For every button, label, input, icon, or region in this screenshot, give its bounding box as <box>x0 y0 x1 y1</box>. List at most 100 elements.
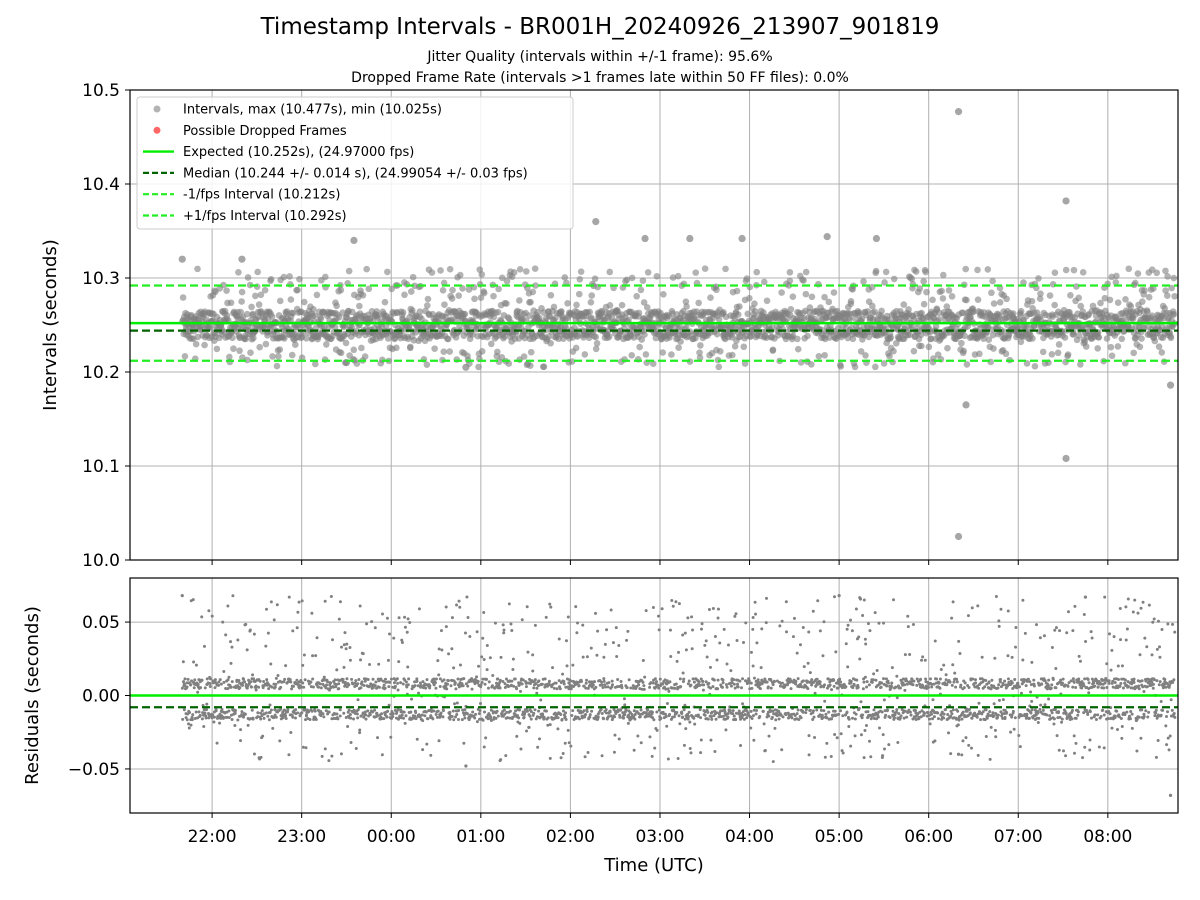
residual-point <box>389 735 393 739</box>
interval-outlier-14 <box>1166 381 1175 389</box>
interval-point <box>401 291 408 299</box>
residual-point <box>926 711 930 715</box>
residual-point <box>511 667 515 671</box>
residual-point <box>342 643 346 647</box>
residual-point <box>864 724 868 728</box>
residual-point <box>743 713 747 717</box>
residual-point <box>641 658 645 662</box>
residual-point <box>406 683 410 687</box>
residual-point <box>457 709 461 713</box>
residual-point <box>336 717 340 721</box>
residual-point <box>413 714 417 718</box>
residual-point <box>465 712 469 716</box>
interval-point <box>335 313 343 321</box>
interval-outlier-13 <box>1062 454 1070 463</box>
residual-point <box>579 679 583 683</box>
interval-point <box>976 350 983 358</box>
interval-point <box>890 347 897 355</box>
residual-point <box>712 678 716 682</box>
residual-point <box>897 712 901 716</box>
residual-point <box>626 721 630 725</box>
residual-point <box>229 685 233 689</box>
residual-point <box>538 737 542 741</box>
interval-point <box>1048 350 1056 358</box>
residual-point <box>794 682 798 686</box>
residual-point <box>739 743 743 747</box>
residual-point <box>259 717 263 721</box>
residual-point <box>272 618 276 622</box>
residual-point <box>356 708 360 712</box>
residual-point <box>701 679 705 683</box>
interval-point <box>882 268 890 276</box>
residual-point <box>765 680 769 684</box>
residual-point <box>752 738 756 742</box>
residual-point <box>749 681 753 685</box>
residual-point <box>559 756 563 760</box>
interval-outlier-6 <box>738 234 746 243</box>
residual-point <box>502 628 506 632</box>
residual-point <box>933 739 937 743</box>
residual-point <box>625 686 629 690</box>
residual-point <box>239 728 243 732</box>
residual-point <box>726 715 730 719</box>
interval-point <box>480 289 488 297</box>
residual-point <box>699 738 703 742</box>
residual-point <box>810 678 814 682</box>
residual-point <box>741 702 745 706</box>
interval-point <box>572 344 580 352</box>
interval-point <box>444 335 452 343</box>
residual-point <box>548 602 552 606</box>
residual-point <box>687 714 691 718</box>
interval-point <box>1029 335 1036 342</box>
interval-point <box>313 291 321 299</box>
residual-point <box>561 672 565 676</box>
residual-point <box>682 708 686 712</box>
residual-point <box>924 677 928 681</box>
interval-point <box>1002 350 1010 358</box>
interval-point <box>287 296 295 303</box>
interval-point <box>540 363 548 370</box>
interval-point <box>734 311 742 318</box>
interval-point <box>374 312 382 319</box>
residual-point <box>212 715 216 719</box>
residual-point <box>648 685 652 689</box>
residual-point <box>745 716 749 720</box>
residual-point <box>675 710 679 714</box>
interval-point <box>446 348 454 355</box>
interval-point <box>254 268 261 276</box>
interval-point <box>253 283 261 290</box>
residual-point <box>893 713 897 717</box>
residual-point <box>639 741 643 745</box>
interval-point <box>1138 298 1146 305</box>
interval-point <box>298 354 306 361</box>
residual-point <box>542 715 546 719</box>
interval-point <box>1051 301 1058 309</box>
residual-point <box>890 685 894 689</box>
residual-point <box>356 716 360 720</box>
residual-point <box>581 655 585 659</box>
residual-point <box>495 709 499 713</box>
residual-point <box>290 687 294 691</box>
residual-point <box>600 754 604 758</box>
residual-point <box>373 684 377 688</box>
interval-point <box>1107 343 1115 351</box>
interval-point <box>365 285 373 293</box>
residual-point <box>441 715 445 719</box>
residual-point <box>895 696 899 700</box>
residual-point <box>382 683 386 687</box>
residual-point <box>795 712 799 716</box>
residual-point <box>591 683 595 687</box>
residual-point <box>767 734 771 738</box>
interval-point <box>1077 361 1084 368</box>
residual-point <box>930 685 934 689</box>
residual-point <box>355 712 359 716</box>
residual-point <box>681 633 685 637</box>
residual-point <box>264 711 268 715</box>
interval-point <box>808 361 815 368</box>
interval-point <box>478 271 486 278</box>
residual-point <box>463 631 467 635</box>
residual-point <box>230 718 234 722</box>
residual-point <box>356 682 360 686</box>
residual-point <box>823 683 827 687</box>
